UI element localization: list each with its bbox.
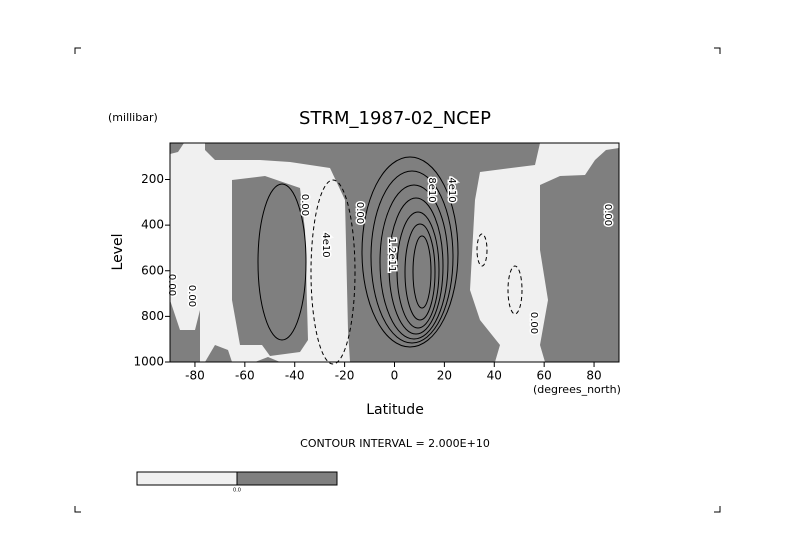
contour-label: 0.00 bbox=[186, 285, 197, 307]
contour-line-dashed bbox=[476, 233, 488, 267]
contour-line bbox=[404, 223, 436, 321]
contour-line bbox=[361, 156, 459, 348]
y-axis-title: Level bbox=[110, 234, 126, 271]
colorbar-label: 0.0 bbox=[233, 488, 241, 494]
contour-line-dashed bbox=[507, 265, 523, 315]
field-positive bbox=[170, 143, 184, 154]
contour-label: 4e10 bbox=[320, 232, 331, 257]
contour-label: 4e10 bbox=[446, 177, 457, 202]
contour-label: 0.00 bbox=[602, 204, 613, 226]
x-tick-label: -40 bbox=[285, 369, 305, 383]
contour-label: 0.00 bbox=[166, 274, 177, 296]
x-tick-label: 0 bbox=[391, 369, 399, 383]
corner-marks bbox=[74, 47, 721, 513]
colorbar-positive bbox=[236, 471, 338, 486]
y-tick-label: 400 bbox=[141, 218, 164, 232]
contour-line bbox=[379, 184, 449, 340]
contour-line bbox=[388, 197, 444, 335]
x-tick-label: 80 bbox=[586, 369, 601, 383]
y-tick-label: 800 bbox=[141, 309, 164, 323]
contour-line bbox=[412, 235, 432, 309]
field-positive bbox=[540, 148, 619, 362]
x-tick-label: 20 bbox=[437, 369, 452, 383]
field-positive bbox=[470, 345, 490, 362]
x-tick-label: 40 bbox=[487, 369, 502, 383]
field-positive bbox=[205, 345, 232, 362]
x-axis-title: Latitude bbox=[366, 402, 424, 418]
x-tick-label: 60 bbox=[537, 369, 552, 383]
contour-line bbox=[396, 211, 440, 329]
y-tick-label: 200 bbox=[141, 172, 164, 186]
x-tick-label: -20 bbox=[335, 369, 355, 383]
field-positive bbox=[232, 176, 308, 356]
colorbar-negative bbox=[136, 471, 238, 486]
contour-label: 8e10 bbox=[426, 177, 437, 202]
x-unit: (degrees_north) bbox=[533, 383, 621, 396]
contour-line bbox=[370, 170, 454, 344]
contour-label: 0.00 bbox=[354, 202, 365, 224]
contour-label: 0.00 bbox=[528, 312, 539, 334]
x-tick-label: -80 bbox=[185, 369, 205, 383]
contour-label: 0.00 bbox=[299, 194, 310, 216]
y-unit: (millibar) bbox=[108, 111, 158, 124]
note: CONTOUR INTERVAL = 2.000E+10 bbox=[300, 437, 490, 450]
x-tick-label: -60 bbox=[235, 369, 255, 383]
field-positive bbox=[205, 143, 540, 362]
contour-line bbox=[257, 183, 307, 341]
contours bbox=[257, 156, 523, 365]
y-tick-label: 1000 bbox=[133, 355, 164, 369]
field-positive bbox=[255, 357, 280, 362]
y-tick-label: 600 bbox=[141, 263, 164, 277]
contour-line-dashed bbox=[310, 179, 356, 365]
contour-label: 1.2e11 bbox=[386, 238, 397, 273]
field-positive bbox=[170, 300, 200, 362]
chart-title: STRM_1987-02_NCEP bbox=[299, 108, 491, 129]
